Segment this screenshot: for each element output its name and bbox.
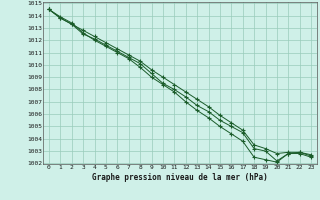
X-axis label: Graphe pression niveau de la mer (hPa): Graphe pression niveau de la mer (hPa): [92, 173, 268, 182]
